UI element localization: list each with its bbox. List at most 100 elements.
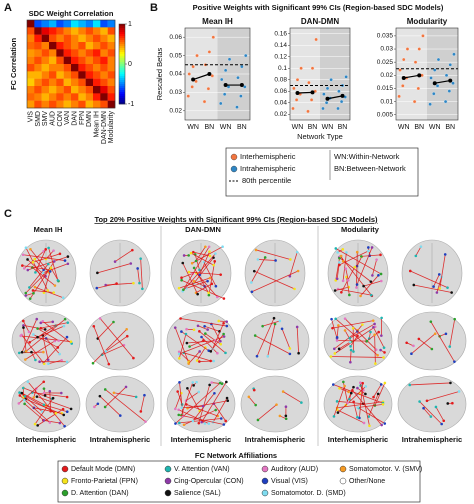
edge bbox=[174, 327, 189, 363]
node bbox=[358, 416, 361, 420]
edge bbox=[344, 318, 377, 350]
heatmap-cell bbox=[34, 42, 42, 50]
node bbox=[198, 350, 201, 353]
heatmap-cell bbox=[63, 93, 72, 101]
edge bbox=[195, 246, 206, 262]
colorbar-step bbox=[119, 94, 125, 97]
node bbox=[225, 396, 229, 400]
node bbox=[69, 407, 73, 411]
y-tick-label: 0.06 bbox=[169, 34, 182, 41]
edge bbox=[101, 344, 125, 356]
node bbox=[213, 260, 217, 263]
heatmap-cell bbox=[56, 42, 64, 50]
data-point bbox=[447, 89, 452, 93]
heatmap-cell bbox=[93, 64, 101, 72]
node bbox=[24, 246, 28, 250]
node bbox=[222, 321, 225, 325]
node bbox=[44, 248, 48, 251]
node bbox=[38, 360, 41, 363]
node bbox=[444, 332, 448, 336]
node bbox=[351, 326, 355, 330]
y-tick-label: 0.1 bbox=[278, 65, 287, 72]
edge bbox=[267, 323, 276, 357]
heatmap-cell bbox=[63, 42, 72, 50]
edge bbox=[423, 407, 432, 417]
node bbox=[24, 358, 27, 361]
node bbox=[212, 263, 215, 267]
node bbox=[334, 317, 337, 321]
legend-label: Default Mode (DMN) bbox=[71, 466, 135, 473]
edge bbox=[439, 254, 446, 289]
y-tick-label: 0.12 bbox=[274, 53, 287, 60]
heatmap-cell bbox=[34, 86, 42, 94]
data-point bbox=[405, 47, 410, 51]
heatmap-cell bbox=[41, 42, 50, 50]
heatmap-cell bbox=[41, 20, 50, 28]
node bbox=[348, 293, 351, 297]
node bbox=[288, 352, 292, 356]
x-tick-label: WN bbox=[292, 124, 304, 131]
node bbox=[18, 394, 22, 397]
node bbox=[23, 398, 26, 402]
heatmap-cell bbox=[100, 34, 108, 43]
heatmap-cell bbox=[78, 34, 86, 43]
edge bbox=[18, 381, 45, 404]
colorbar-step bbox=[119, 40, 125, 43]
edge bbox=[331, 319, 338, 339]
heatmap-cell bbox=[107, 49, 116, 57]
heatmap-cell bbox=[49, 20, 57, 28]
heatmap-cell bbox=[63, 100, 72, 109]
edge bbox=[25, 340, 56, 360]
x-tick-label: DAN bbox=[72, 111, 79, 126]
edge bbox=[140, 395, 145, 412]
node bbox=[329, 355, 333, 358]
edge bbox=[45, 338, 60, 355]
edge bbox=[179, 418, 222, 424]
edge bbox=[413, 284, 452, 293]
node bbox=[213, 391, 216, 395]
x-tick-label: BN bbox=[308, 124, 318, 131]
mean-line bbox=[434, 79, 451, 84]
edge bbox=[250, 257, 266, 283]
edge bbox=[433, 274, 440, 287]
colorbar-step bbox=[119, 102, 125, 105]
node bbox=[414, 254, 418, 258]
node bbox=[53, 339, 57, 343]
edge bbox=[255, 335, 291, 355]
node bbox=[295, 250, 299, 254]
node bbox=[379, 348, 382, 352]
mean-marker bbox=[340, 93, 345, 98]
node bbox=[195, 359, 199, 362]
node bbox=[173, 326, 177, 329]
node bbox=[52, 249, 55, 252]
node bbox=[174, 422, 177, 425]
heatmap-cell bbox=[100, 42, 108, 50]
node bbox=[352, 350, 355, 353]
heatmap-cell bbox=[34, 56, 42, 65]
edge bbox=[257, 259, 276, 261]
heatmap-cell bbox=[56, 49, 64, 57]
legend-label: 80th percentile bbox=[242, 176, 291, 185]
node bbox=[39, 326, 43, 330]
data-point bbox=[222, 92, 227, 96]
edge bbox=[183, 246, 210, 290]
heatmap-cell bbox=[27, 64, 35, 72]
node bbox=[437, 273, 441, 276]
node bbox=[332, 415, 336, 418]
heatmap-cell bbox=[85, 93, 94, 101]
data-point bbox=[202, 99, 207, 104]
heatmap-cell bbox=[85, 20, 94, 28]
node bbox=[26, 380, 30, 384]
colorbar-step bbox=[119, 60, 125, 63]
plot-frame bbox=[289, 27, 351, 121]
node bbox=[95, 286, 99, 290]
legend-label: V. Attention (VAN) bbox=[174, 466, 230, 473]
node bbox=[289, 258, 292, 261]
node bbox=[21, 264, 24, 267]
colorbar-step bbox=[119, 86, 125, 89]
data-point bbox=[191, 64, 195, 69]
node bbox=[449, 381, 452, 385]
edge bbox=[371, 259, 377, 276]
node bbox=[429, 320, 433, 323]
